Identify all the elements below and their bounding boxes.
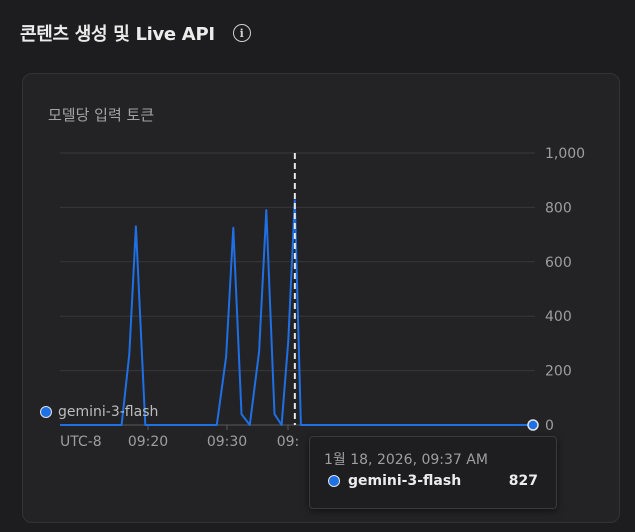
y-axis: 1,000 800 600 400 200 0 (545, 146, 585, 434)
series-line (60, 199, 533, 426)
chart-series (60, 199, 539, 431)
x-tick-label: 09:20 (128, 434, 168, 450)
legend-label: gemini-3-flash (58, 404, 159, 420)
chart-tooltip: 1월 18, 2026, 09:37 AM gemini-3-flash 827 (309, 436, 557, 509)
x-tick-label: 09:30 (207, 434, 247, 450)
legend-swatch (40, 406, 52, 418)
y-tick-label: 600 (545, 255, 572, 271)
y-tick-label: 1,000 (545, 146, 585, 162)
x-tick-label: 09: (277, 434, 300, 450)
tooltip-row: gemini-3-flash 827 (328, 473, 538, 489)
tooltip-value: 827 (508, 473, 538, 489)
info-icon[interactable]: i (232, 24, 251, 42)
timezone-label: UTC-8 (60, 434, 102, 450)
card-title: 모델당 입력 토큰 (48, 106, 155, 124)
x-axis: UTC-8 09:20 09:30 09: (60, 425, 299, 450)
y-tick-label: 400 (545, 309, 572, 325)
section-header: 콘텐츠 생성 및 Live API i (20, 20, 251, 46)
y-tick-label: 0 (545, 418, 554, 434)
tooltip-series: gemini-3-flash (348, 473, 462, 489)
y-tick-label: 200 (545, 364, 572, 380)
y-tick-label: 800 (545, 200, 572, 216)
tooltip-swatch (328, 475, 340, 487)
tooltip-timestamp: 1월 18, 2026, 09:37 AM (324, 452, 488, 468)
section-title: 콘텐츠 생성 및 Live API (20, 24, 215, 45)
chart-legend[interactable]: gemini-3-flash (40, 404, 158, 420)
series-end-marker (527, 419, 539, 431)
